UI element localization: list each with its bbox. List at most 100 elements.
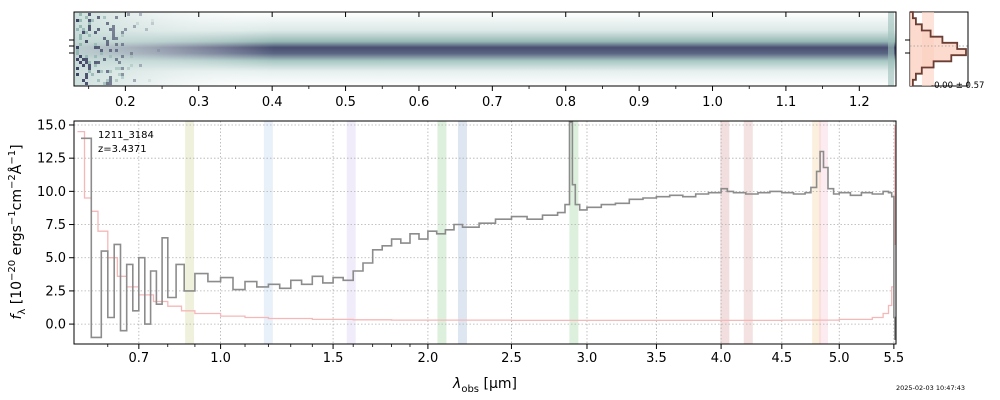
noise-pixel	[79, 19, 82, 22]
noise-pixel	[97, 61, 100, 64]
noise-pixel	[130, 55, 133, 58]
x-tick-label-8: 4.5	[771, 351, 792, 366]
noise-pixel	[118, 67, 121, 70]
noise-pixel	[94, 31, 97, 34]
noise-pixel	[130, 64, 133, 67]
x-ticks: 0.7 1.0 1.5 2.0 2.5 3.0 3.5 4.0 4.5 5.0 5.5	[107, 344, 905, 366]
noise-pixel	[133, 25, 136, 28]
noise-pixel	[88, 67, 91, 70]
noise-pixel	[109, 79, 112, 82]
noise-pixel	[79, 37, 82, 40]
noise-pixel	[85, 16, 88, 19]
noise-pixel	[109, 76, 112, 79]
top-tick-label-3: 0.5	[335, 95, 356, 110]
noise-pixel	[97, 79, 100, 82]
noise-pixel	[148, 79, 151, 82]
spectrum-2d-frame	[73, 11, 897, 87]
top-tick-label-9: 1.1	[776, 95, 797, 110]
series-flux	[81, 121, 896, 340]
top-tick-label-2: 0.4	[262, 95, 283, 110]
noise-pixel	[85, 61, 88, 64]
noise-pixel	[106, 79, 109, 82]
line-band-4	[457, 121, 467, 344]
noise-pixel	[76, 73, 79, 76]
noise-pixel	[94, 43, 97, 46]
line-band-9	[818, 121, 828, 344]
noise-pixel	[112, 34, 115, 37]
noise-pixel	[79, 55, 82, 58]
noise-pixel	[127, 13, 130, 16]
spectrum-2d-noise-region	[74, 12, 274, 86]
noise-pixel	[85, 73, 88, 76]
noise-pixel	[79, 13, 82, 16]
x-tick-label-5: 3.0	[577, 351, 598, 366]
noise-pixel	[97, 46, 100, 49]
top-tick-label-4: 0.6	[409, 95, 430, 110]
profile-panel: -0.00 ± 0.57	[905, 11, 984, 91]
right-edge-column	[888, 12, 894, 86]
object-id-annotation: 1211_3184	[98, 130, 154, 141]
y-tick-label-6: 15.0	[37, 118, 66, 133]
noise-pixel	[79, 34, 82, 37]
noise-pixel	[112, 37, 115, 40]
line-band-6	[720, 121, 730, 344]
noise-pixel	[94, 64, 97, 67]
line-band-3	[437, 121, 447, 344]
noise-pixel	[109, 28, 112, 31]
noise-pixel	[115, 67, 118, 70]
y-tick-label-1: 2.5	[45, 284, 66, 299]
top-tick-label-5: 0.7	[482, 95, 503, 110]
line-band-7	[743, 121, 753, 344]
noise-pixel	[79, 43, 82, 46]
noise-pixel	[85, 55, 88, 58]
noise-pixel	[118, 73, 121, 76]
x-tick-label-6: 3.5	[646, 351, 667, 366]
noise-pixel	[157, 49, 160, 52]
noise-pixel	[121, 73, 124, 76]
noise-pixel	[115, 16, 118, 19]
noise-pixel	[118, 61, 121, 64]
noise-pixel	[106, 82, 109, 85]
spectrum-1d-background	[74, 121, 896, 344]
noise-pixel	[88, 70, 91, 73]
noise-pixel	[139, 64, 142, 67]
noise-pixel	[79, 61, 82, 64]
noise-pixel	[115, 79, 118, 82]
series-group	[77, 121, 896, 340]
noise-pixel	[88, 19, 91, 22]
noise-pixel	[76, 58, 79, 61]
noise-pixel	[112, 31, 115, 34]
noise-pixel	[151, 22, 154, 25]
profile-annotation: -0.00 ± 0.57	[931, 81, 984, 91]
noise-pixel	[130, 52, 133, 55]
noise-pixel	[85, 58, 88, 61]
noise-pixel	[88, 13, 91, 16]
noise-pixel	[124, 28, 127, 31]
spectrum-1d-frame	[73, 120, 897, 345]
line-band-0	[185, 121, 195, 344]
x-tick-label-2: 1.5	[323, 351, 344, 366]
noise-pixel	[115, 49, 118, 52]
line-band-2	[346, 121, 356, 344]
spectrum-1d-panel: 0.7 1.0 1.5 2.0 2.5 3.0 3.5 4.0 4.5 5.0 5.5 0.0 2.5…	[7, 118, 904, 395]
noise-pixel	[115, 43, 118, 46]
spectrum-2d-panel: 0.2 0.3 0.4 0.5 0.6 0.7 0.8 0.9 1.0 1.1 1.2	[69, 11, 897, 110]
noise-pixel	[85, 82, 88, 85]
y-tick-label-4: 10.0	[37, 185, 66, 200]
noise-pixel	[79, 25, 82, 28]
x-tick-label-10: 5.5	[884, 351, 905, 366]
y-tick-label-3: 7.5	[45, 218, 66, 233]
noise-pixel	[76, 46, 79, 49]
noise-pixel	[112, 28, 115, 31]
noise-pixel	[85, 31, 88, 34]
noise-pixel	[82, 79, 85, 82]
noise-pixel	[85, 76, 88, 79]
noise-pixel	[88, 25, 91, 28]
x-axis-title: λobs [μm]	[452, 376, 517, 395]
top-tick-label-1: 0.3	[188, 95, 209, 110]
noise-pixel	[85, 40, 88, 43]
noise-pixel	[109, 55, 112, 58]
line-band-8	[812, 121, 822, 344]
noise-pixel	[106, 70, 109, 73]
